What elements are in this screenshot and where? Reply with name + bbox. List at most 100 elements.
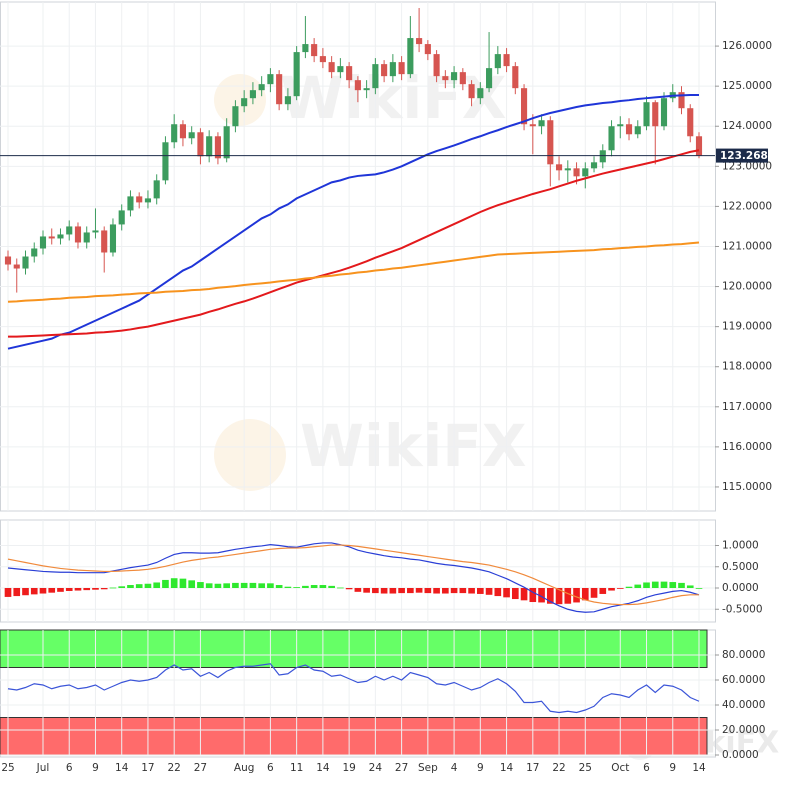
last-price-box: [716, 148, 768, 163]
histogram-bar: [625, 586, 633, 588]
x-tick-label: 19: [342, 762, 355, 774]
candle-body: [276, 74, 283, 105]
x-tick-label: 9: [477, 762, 484, 774]
histogram-bar: [538, 588, 545, 603]
candle-body: [337, 66, 344, 73]
histogram-bar: [109, 587, 117, 589]
candle-body: [109, 224, 117, 253]
rsi-band: [0, 717, 708, 756]
candle-body: [521, 88, 528, 125]
histogram-bar: [319, 585, 327, 588]
histogram-bar: [337, 587, 344, 589]
histogram-bar: [398, 588, 405, 594]
candle-body: [101, 230, 108, 253]
moving-average: [7, 93, 699, 350]
candle-body: [302, 44, 309, 53]
histogram-bar: [345, 588, 353, 590]
macd-line: [7, 542, 700, 613]
candle-body: [590, 162, 598, 169]
panel-frame: [0, 1, 716, 512]
x-tick-label: Oct: [611, 762, 629, 774]
candle-body: [39, 236, 47, 249]
histogram-bar: [30, 588, 38, 595]
histogram-bar: [284, 586, 292, 588]
histogram-bar: [65, 588, 73, 591]
histogram-bar: [389, 588, 397, 594]
candle-body: [678, 92, 685, 109]
candle-body: [66, 226, 73, 235]
candle-body: [153, 180, 160, 199]
candle-body: [214, 136, 221, 159]
y-tick-label: 116.0000: [722, 441, 772, 453]
histogram-bar: [267, 583, 274, 588]
candle-body: [363, 88, 370, 91]
x-tick-label: Jul: [36, 762, 50, 774]
candle-body: [136, 196, 143, 203]
candle-body: [625, 124, 633, 135]
candle-body: [538, 120, 545, 127]
histogram-bar: [118, 586, 126, 588]
candle-body: [547, 120, 554, 165]
histogram-bar: [520, 588, 528, 601]
y-tick-label: 0.0000: [722, 749, 759, 761]
histogram-bar: [100, 588, 108, 590]
candle-body: [451, 72, 458, 81]
candle-body: [555, 164, 563, 171]
candle-body: [22, 256, 29, 269]
histogram-bar: [293, 587, 300, 588]
candle-body: [4, 256, 12, 265]
candle-body: [695, 136, 703, 156]
y-tick-label: 120.0000: [722, 281, 772, 293]
candle-body: [162, 142, 169, 181]
candle-body: [83, 232, 90, 243]
histogram-bar: [573, 588, 580, 603]
y-tick-label: 126.0000: [722, 40, 772, 52]
candle-body: [267, 74, 274, 85]
histogram-bar: [197, 582, 204, 588]
histogram-bar: [546, 588, 554, 604]
candle-body: [57, 234, 64, 239]
panel-frame: [0, 519, 716, 623]
histogram-bar: [354, 588, 362, 592]
x-tick-label: Aug: [234, 762, 255, 774]
histogram-bar: [494, 588, 502, 597]
histogram-bar: [39, 588, 47, 594]
candle-body: [582, 168, 589, 177]
y-tick-label: 0.0000: [722, 582, 759, 594]
candle-body: [293, 52, 300, 97]
candle-body: [433, 54, 440, 77]
candle-body: [477, 88, 484, 99]
x-tick-label: 4: [451, 762, 458, 774]
y-tick-label: 0.5000: [722, 561, 759, 573]
candle-body: [223, 126, 230, 159]
candle-body: [660, 98, 668, 127]
x-tick-label: 14: [316, 762, 330, 774]
candle-body: [241, 98, 248, 107]
histogram-bar: [599, 588, 607, 594]
candle-body: [608, 126, 615, 151]
histogram-bar: [13, 588, 21, 597]
y-tick-label: 118.0000: [722, 361, 772, 373]
candle-body: [617, 124, 624, 127]
candle-body: [127, 196, 134, 211]
candle-body: [564, 168, 571, 171]
histogram-bar: [363, 588, 370, 593]
histogram-bar: [258, 583, 265, 588]
histogram-bar: [468, 588, 475, 594]
histogram-bar: [240, 582, 248, 588]
candle-body: [372, 64, 379, 89]
candle-body: [48, 236, 55, 239]
histogram-bar: [459, 588, 467, 594]
y-tick-label: 124.0000: [722, 120, 772, 132]
histogram-bar: [660, 581, 668, 588]
histogram-bar: [310, 585, 318, 588]
histogram-bar: [669, 582, 677, 588]
candle-body: [652, 102, 659, 127]
candle-body: [197, 132, 204, 157]
candle-body: [634, 126, 641, 135]
histogram-bar: [634, 584, 642, 588]
histogram-bar: [232, 582, 239, 588]
x-tick-label: 6: [643, 762, 650, 774]
histogram-bar: [485, 588, 493, 595]
x-tick-label: Sep: [418, 762, 438, 774]
